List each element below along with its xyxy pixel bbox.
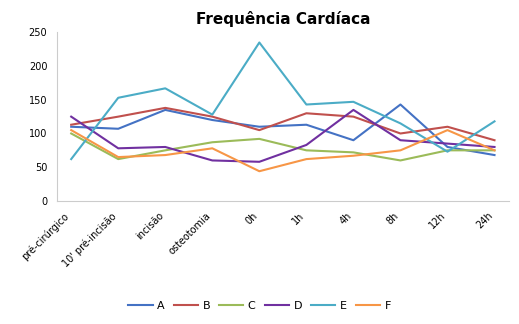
D: [303, 143, 309, 147]
D: [398, 138, 404, 142]
C: [209, 140, 215, 144]
B: [491, 138, 498, 142]
A: [115, 127, 121, 131]
B: [209, 115, 215, 119]
A: [68, 125, 74, 129]
A: [350, 138, 357, 142]
Line: E: E: [71, 42, 495, 159]
C: [491, 148, 498, 152]
F: [68, 128, 74, 132]
Line: C: C: [71, 133, 495, 160]
F: [209, 146, 215, 150]
D: [350, 108, 357, 112]
A: [209, 118, 215, 122]
E: [162, 87, 168, 90]
C: [444, 148, 450, 152]
Line: A: A: [71, 105, 495, 155]
A: [162, 108, 168, 112]
Line: B: B: [71, 108, 495, 140]
A: [256, 125, 263, 129]
F: [491, 148, 498, 152]
C: [162, 148, 168, 152]
D: [209, 158, 215, 162]
A: [303, 123, 309, 127]
Title: Frequência Cardíaca: Frequência Cardíaca: [196, 11, 370, 27]
F: [115, 155, 121, 159]
Legend: A, B, C, D, E, F: A, B, C, D, E, F: [124, 296, 395, 315]
B: [398, 132, 404, 135]
E: [256, 40, 263, 44]
A: [444, 145, 450, 149]
E: [115, 96, 121, 100]
F: [444, 128, 450, 132]
C: [398, 158, 404, 162]
F: [256, 169, 263, 173]
D: [256, 160, 263, 164]
B: [256, 128, 263, 132]
D: [444, 142, 450, 145]
E: [350, 100, 357, 104]
E: [303, 103, 309, 107]
C: [256, 137, 263, 141]
E: [491, 120, 498, 123]
Line: D: D: [71, 110, 495, 162]
Line: F: F: [71, 130, 495, 171]
E: [68, 157, 74, 161]
B: [303, 111, 309, 115]
B: [115, 115, 121, 119]
C: [350, 150, 357, 154]
D: [491, 145, 498, 149]
D: [115, 146, 121, 150]
B: [350, 115, 357, 119]
C: [68, 132, 74, 135]
F: [398, 148, 404, 152]
B: [68, 123, 74, 127]
C: [115, 157, 121, 161]
A: [398, 103, 404, 107]
B: [444, 125, 450, 129]
D: [68, 115, 74, 119]
E: [209, 113, 215, 117]
F: [303, 157, 309, 161]
D: [162, 145, 168, 149]
E: [398, 122, 404, 125]
C: [303, 148, 309, 152]
A: [491, 153, 498, 157]
F: [162, 153, 168, 157]
E: [444, 150, 450, 154]
F: [350, 154, 357, 158]
B: [162, 106, 168, 110]
